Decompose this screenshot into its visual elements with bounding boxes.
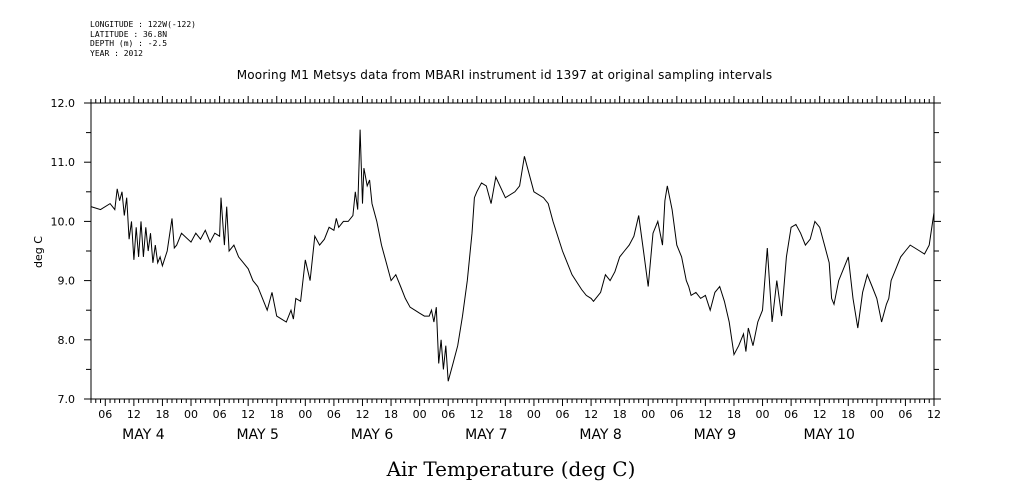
x-tick-label: 18 (841, 408, 855, 421)
x-tick-label: 18 (498, 408, 512, 421)
y-tick-label: 7.0 (58, 393, 76, 406)
x-tick-label: 18 (270, 408, 284, 421)
day-label: MAY 6 (351, 427, 394, 443)
depth-label: DEPTH (m) : -2.5 (90, 39, 168, 48)
year-label: YEAR : 2012 (90, 48, 143, 58)
x-tick-label: 06 (898, 408, 912, 421)
latitude-label: LATITUDE : 36.8N (90, 29, 168, 39)
x-tick-label: 00 (756, 408, 770, 421)
day-label: MAY 10 (804, 427, 855, 443)
x-tick-label: 18 (155, 408, 169, 421)
x-tick-label: 12 (584, 408, 598, 421)
y-tick-label: 10.0 (51, 215, 76, 228)
x-tick-label: 18 (613, 408, 627, 421)
x-tick-label: 12 (355, 408, 369, 421)
day-label: MAY 9 (694, 427, 736, 443)
x-axis-label: Air Temperature (deg C) (386, 457, 636, 481)
y-axis-label: deg C (32, 236, 45, 268)
x-tick-label: 06 (327, 408, 341, 421)
longitude-label: LONGITUDE : 122W(-122) (90, 20, 196, 29)
x-tick-label: 12 (698, 408, 712, 421)
chart-title: Mooring M1 Metsys data from MBARI instru… (236, 68, 773, 82)
tick-labels: 7.0 8.0 9.0 10.0 11.0 12.0 06 12 18 00 06 12 18 00 06 1… (51, 97, 942, 443)
y-tick-label: 9.0 (58, 275, 76, 288)
x-tick-label: 12 (813, 408, 827, 421)
x-tick-label: 12 (127, 408, 141, 421)
x-tick-label: 06 (556, 408, 570, 421)
x-tick-label: 00 (641, 408, 655, 421)
y-tick-label: 12.0 (51, 97, 76, 110)
axes (90, 102, 935, 400)
x-tick-label: 06 (670, 408, 684, 421)
x-tick-label: 00 (870, 408, 884, 421)
x-tick-label: 00 (298, 408, 312, 421)
day-label: MAY 8 (579, 427, 621, 443)
x-tick-label: 06 (784, 408, 798, 421)
day-label: MAY 7 (465, 427, 507, 443)
air-temperature-line (90, 129, 935, 382)
x-tick-label: 12 (241, 408, 255, 421)
x-tick-label: 18 (727, 408, 741, 421)
x-tick-label: 06 (441, 408, 455, 421)
day-label: MAY 4 (122, 427, 165, 443)
x-tick-label: 06 (213, 408, 227, 421)
x-tick-label: 12 (927, 408, 941, 421)
station-metadata: LONGITUDE : 122W(-122) LATITUDE : 36.8N … (90, 20, 196, 58)
x-tick-label: 12 (470, 408, 484, 421)
y-tick-label: 11.0 (51, 156, 76, 169)
x-tick-label: 18 (384, 408, 398, 421)
x-tick-label: 00 (527, 408, 541, 421)
day-label: MAY 5 (236, 427, 278, 443)
y-tick-label: 8.0 (58, 334, 76, 347)
tick-marks (84, 96, 941, 406)
series (90, 129, 935, 382)
plot-frame (90, 102, 935, 400)
x-tick-label: 00 (413, 408, 427, 421)
x-tick-label: 00 (184, 408, 198, 421)
x-tick-label: 06 (98, 408, 112, 421)
